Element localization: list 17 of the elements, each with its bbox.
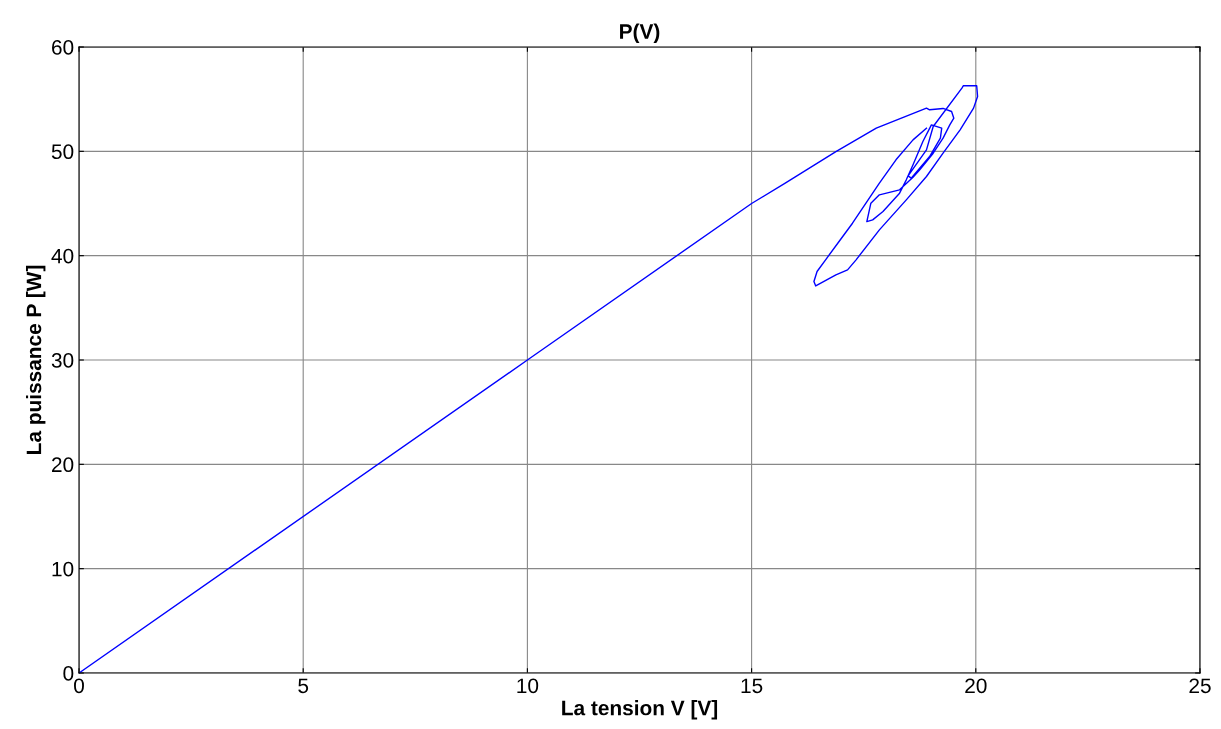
x-tick-label: 15 [741,678,763,694]
x-tick-label: 25 [1189,678,1211,694]
line-series [79,85,979,673]
y-tick-label: 30 [51,353,74,368]
chart-title: P(V) [620,23,660,43]
y-tick-label: 0 [63,666,74,681]
y-tick-label: 60 [52,40,74,55]
x-axis-title: La tension V [V] [562,700,718,720]
x-tick-label: 20 [965,678,987,694]
y-tick-label: 10 [52,561,74,577]
y-tick-label: 40 [51,248,74,264]
y-tick-label: 20 [52,457,74,473]
x-tick-label: 0 [74,678,84,694]
y-axis-title: La puissance P [W] [25,265,46,454]
x-tick-label: 10 [517,678,539,694]
x-tick-label: 5 [298,678,309,694]
y-tick-label: 50 [51,144,74,160]
